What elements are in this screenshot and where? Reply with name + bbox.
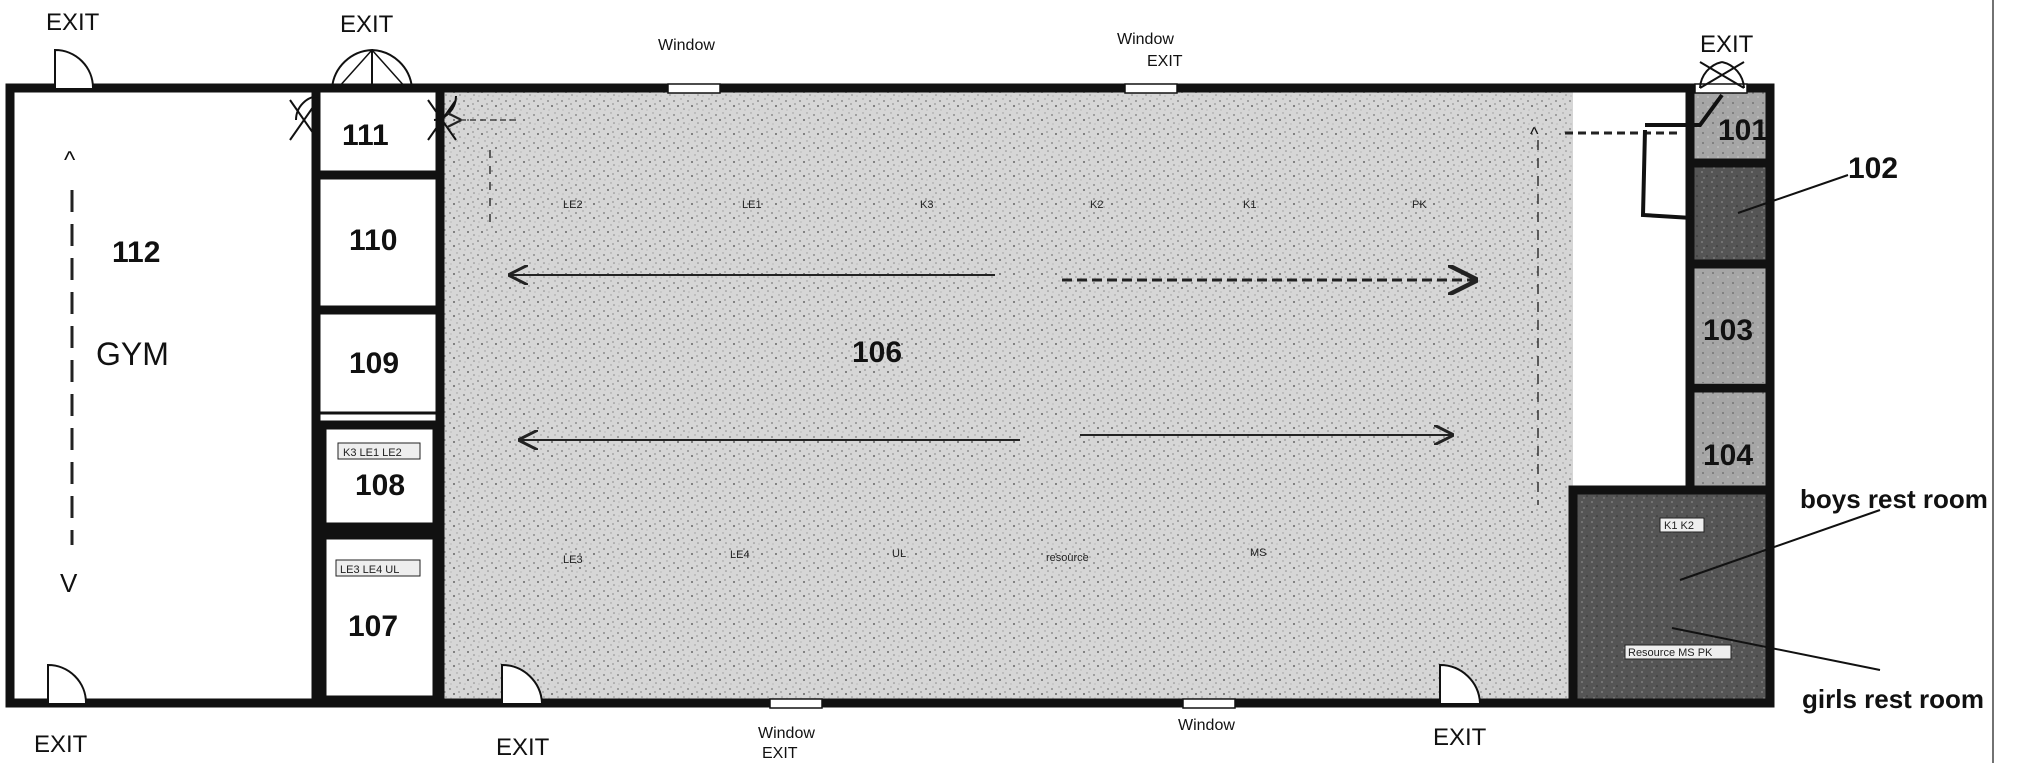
exit-route-path [1640, 93, 1724, 220]
room-108-tags: K3 LE1 LE2 [343, 447, 402, 459]
pointer-girls [1671, 627, 1881, 671]
room-106-floor [440, 88, 1573, 700]
window-label-bottom-2: Window [1178, 717, 1235, 734]
room-107-label: 107 [348, 610, 398, 643]
station-bottom-5: MS [1250, 547, 1267, 559]
right-arrow-up: ^ [1530, 124, 1539, 144]
room-110-box [311, 170, 445, 315]
exit-label-top-right: EXIT [1700, 31, 1754, 58]
girls-tag: Resource MS PK [1628, 647, 1713, 659]
girls-rest-room-label: girls rest room [1802, 684, 1984, 714]
boys-rest-room-label: boys rest room [1800, 484, 1988, 514]
rest-room-box [1568, 485, 1775, 708]
room-101-floor [1693, 88, 1766, 160]
station-top-6: PK [1412, 199, 1427, 211]
station-bottom-4: resource [1046, 552, 1089, 564]
tag-box-108 [337, 442, 421, 460]
window-label-bottom-1: Window [758, 725, 815, 742]
station-bottom-2: LE4 [730, 549, 750, 561]
exit-label-bottom-right: EXIT [1433, 724, 1487, 751]
room-101-label: 101 [1718, 114, 1768, 147]
gym-label: GYM [96, 336, 169, 372]
room-110-label: 110 [349, 224, 397, 257]
window-bottom-1 [769, 698, 823, 709]
pointer-boys [1679, 509, 1881, 581]
exit-label-bottom-window: EXIT [762, 745, 798, 762]
room-104-label: 104 [1703, 439, 1753, 472]
room-103-floor [1693, 268, 1766, 383]
room-102-label: 102 [1848, 152, 1898, 185]
window-top-2 [1124, 83, 1178, 94]
room-103-label: 103 [1703, 314, 1753, 347]
station-top-1: LE2 [563, 199, 583, 211]
room-107-box [317, 530, 442, 705]
tag-box-boys [1659, 517, 1705, 533]
station-top-3: K3 [920, 199, 933, 211]
window-label-top-1: Window [658, 37, 715, 54]
exit-label-top-window: EXIT [1147, 53, 1183, 70]
room-111-label: 111 [342, 119, 389, 152]
door-top-right [1694, 83, 1748, 94]
room-106-label: 106 [852, 336, 902, 369]
exit-label-bottom-left: EXIT [34, 731, 88, 758]
room-106-white-area [1573, 88, 1688, 488]
room-104-floor [1693, 392, 1766, 487]
room-112-label: 112 [112, 236, 160, 269]
station-top-2: LE1 [742, 199, 762, 211]
gym-arrow-up: ^ [64, 147, 76, 174]
boys-tag: K1 K2 [1664, 520, 1694, 532]
room-108-label: 108 [355, 469, 405, 502]
station-top-5: K1 [1243, 199, 1256, 211]
pointer-102 [1737, 174, 1849, 214]
room-102-floor [1693, 165, 1766, 260]
exit-label-111: EXIT [340, 11, 394, 38]
door-arcs [47, 48, 1745, 704]
exit-label-bottom-106: EXIT [496, 734, 550, 761]
room-109-box [314, 311, 442, 415]
room-107-tags: LE3 LE4 UL [340, 564, 399, 576]
tag-box-107 [335, 559, 421, 577]
window-bottom-2 [1182, 698, 1236, 709]
station-bottom-1: LE3 [563, 554, 583, 566]
window-label-top-2: Window [1117, 31, 1174, 48]
window-top-1 [667, 83, 721, 94]
gym-arrow-down: V [60, 568, 78, 598]
room-109-label: 109 [349, 347, 399, 380]
room-108-box [317, 420, 442, 532]
outer-wall [5, 83, 1775, 708]
station-top-4: K2 [1090, 199, 1103, 211]
station-bottom-3: UL [892, 548, 906, 560]
tag-box-girls [1624, 644, 1732, 660]
exit-label-top-left: EXIT [46, 9, 100, 36]
